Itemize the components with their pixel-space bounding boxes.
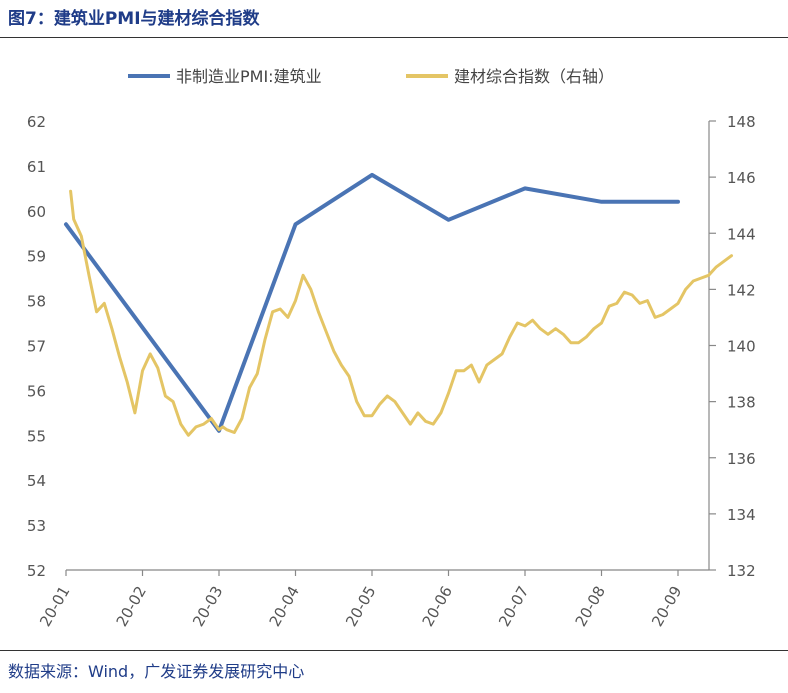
right-axis: 132 134 136 138 140 142 144 146 148 xyxy=(708,113,756,580)
right-tick-label: 146 xyxy=(727,169,756,187)
x-tick-label: 20-07 xyxy=(495,583,532,630)
left-tick-label: 52 xyxy=(27,562,46,580)
right-tick-label: 132 xyxy=(727,562,756,580)
right-tick-label: 134 xyxy=(727,506,756,524)
left-tick-label: 53 xyxy=(27,517,46,535)
series-line-index xyxy=(69,189,733,437)
left-tick-label: 57 xyxy=(27,338,46,356)
right-tick-label: 148 xyxy=(727,113,756,131)
footer-divider xyxy=(0,650,788,651)
legend: 非制造业PMI:建筑业 建材综合指数（右轴） xyxy=(128,67,614,86)
x-tick-label: 20-01 xyxy=(36,583,73,630)
right-tick-label: 144 xyxy=(727,225,756,243)
x-tick-label: 20-09 xyxy=(648,583,685,630)
legend-label-index: 建材综合指数（右轴） xyxy=(454,67,614,86)
x-tick-label: 20-06 xyxy=(419,583,456,630)
x-tick-label: 20-04 xyxy=(266,583,303,630)
x-tick-label: 20-03 xyxy=(189,583,226,630)
legend-label-pmi: 非制造业PMI:建筑业 xyxy=(176,67,322,86)
x-tick-label: 20-08 xyxy=(572,583,609,630)
left-tick-label: 55 xyxy=(27,427,46,445)
x-axis: 20-01 20-02 20-03 20-04 20-05 20-06 20-07 20-08… xyxy=(36,569,709,630)
series-line-pmi xyxy=(64,172,680,433)
title-divider xyxy=(0,37,788,38)
left-tick-label: 58 xyxy=(27,293,46,311)
left-tick-label: 54 xyxy=(27,472,46,490)
right-tick-label: 142 xyxy=(727,281,756,299)
figure-title: 图7：建筑业PMI与建材综合指数 xyxy=(8,9,260,29)
left-tick-label: 60 xyxy=(27,203,46,221)
left-tick-label: 61 xyxy=(27,158,46,176)
chart: 52 53 54 55 56 57 58 59 60 61 62 132 134 136 138 140 14… xyxy=(27,67,756,630)
left-tick-label: 62 xyxy=(27,113,46,131)
x-tick-label: 20-02 xyxy=(113,583,150,630)
left-tick-label: 59 xyxy=(27,248,46,266)
right-tick-label: 138 xyxy=(727,394,756,412)
left-axis: 52 53 54 55 56 57 58 59 60 61 62 xyxy=(27,113,46,580)
left-tick-label: 56 xyxy=(27,382,46,400)
right-tick-label: 140 xyxy=(727,338,756,356)
source-note: 数据来源：Wind，广发证券发展研究中心 xyxy=(8,662,305,681)
x-tick-label: 20-05 xyxy=(342,583,379,630)
right-tick-label: 136 xyxy=(727,450,756,468)
series-layer xyxy=(64,172,733,437)
